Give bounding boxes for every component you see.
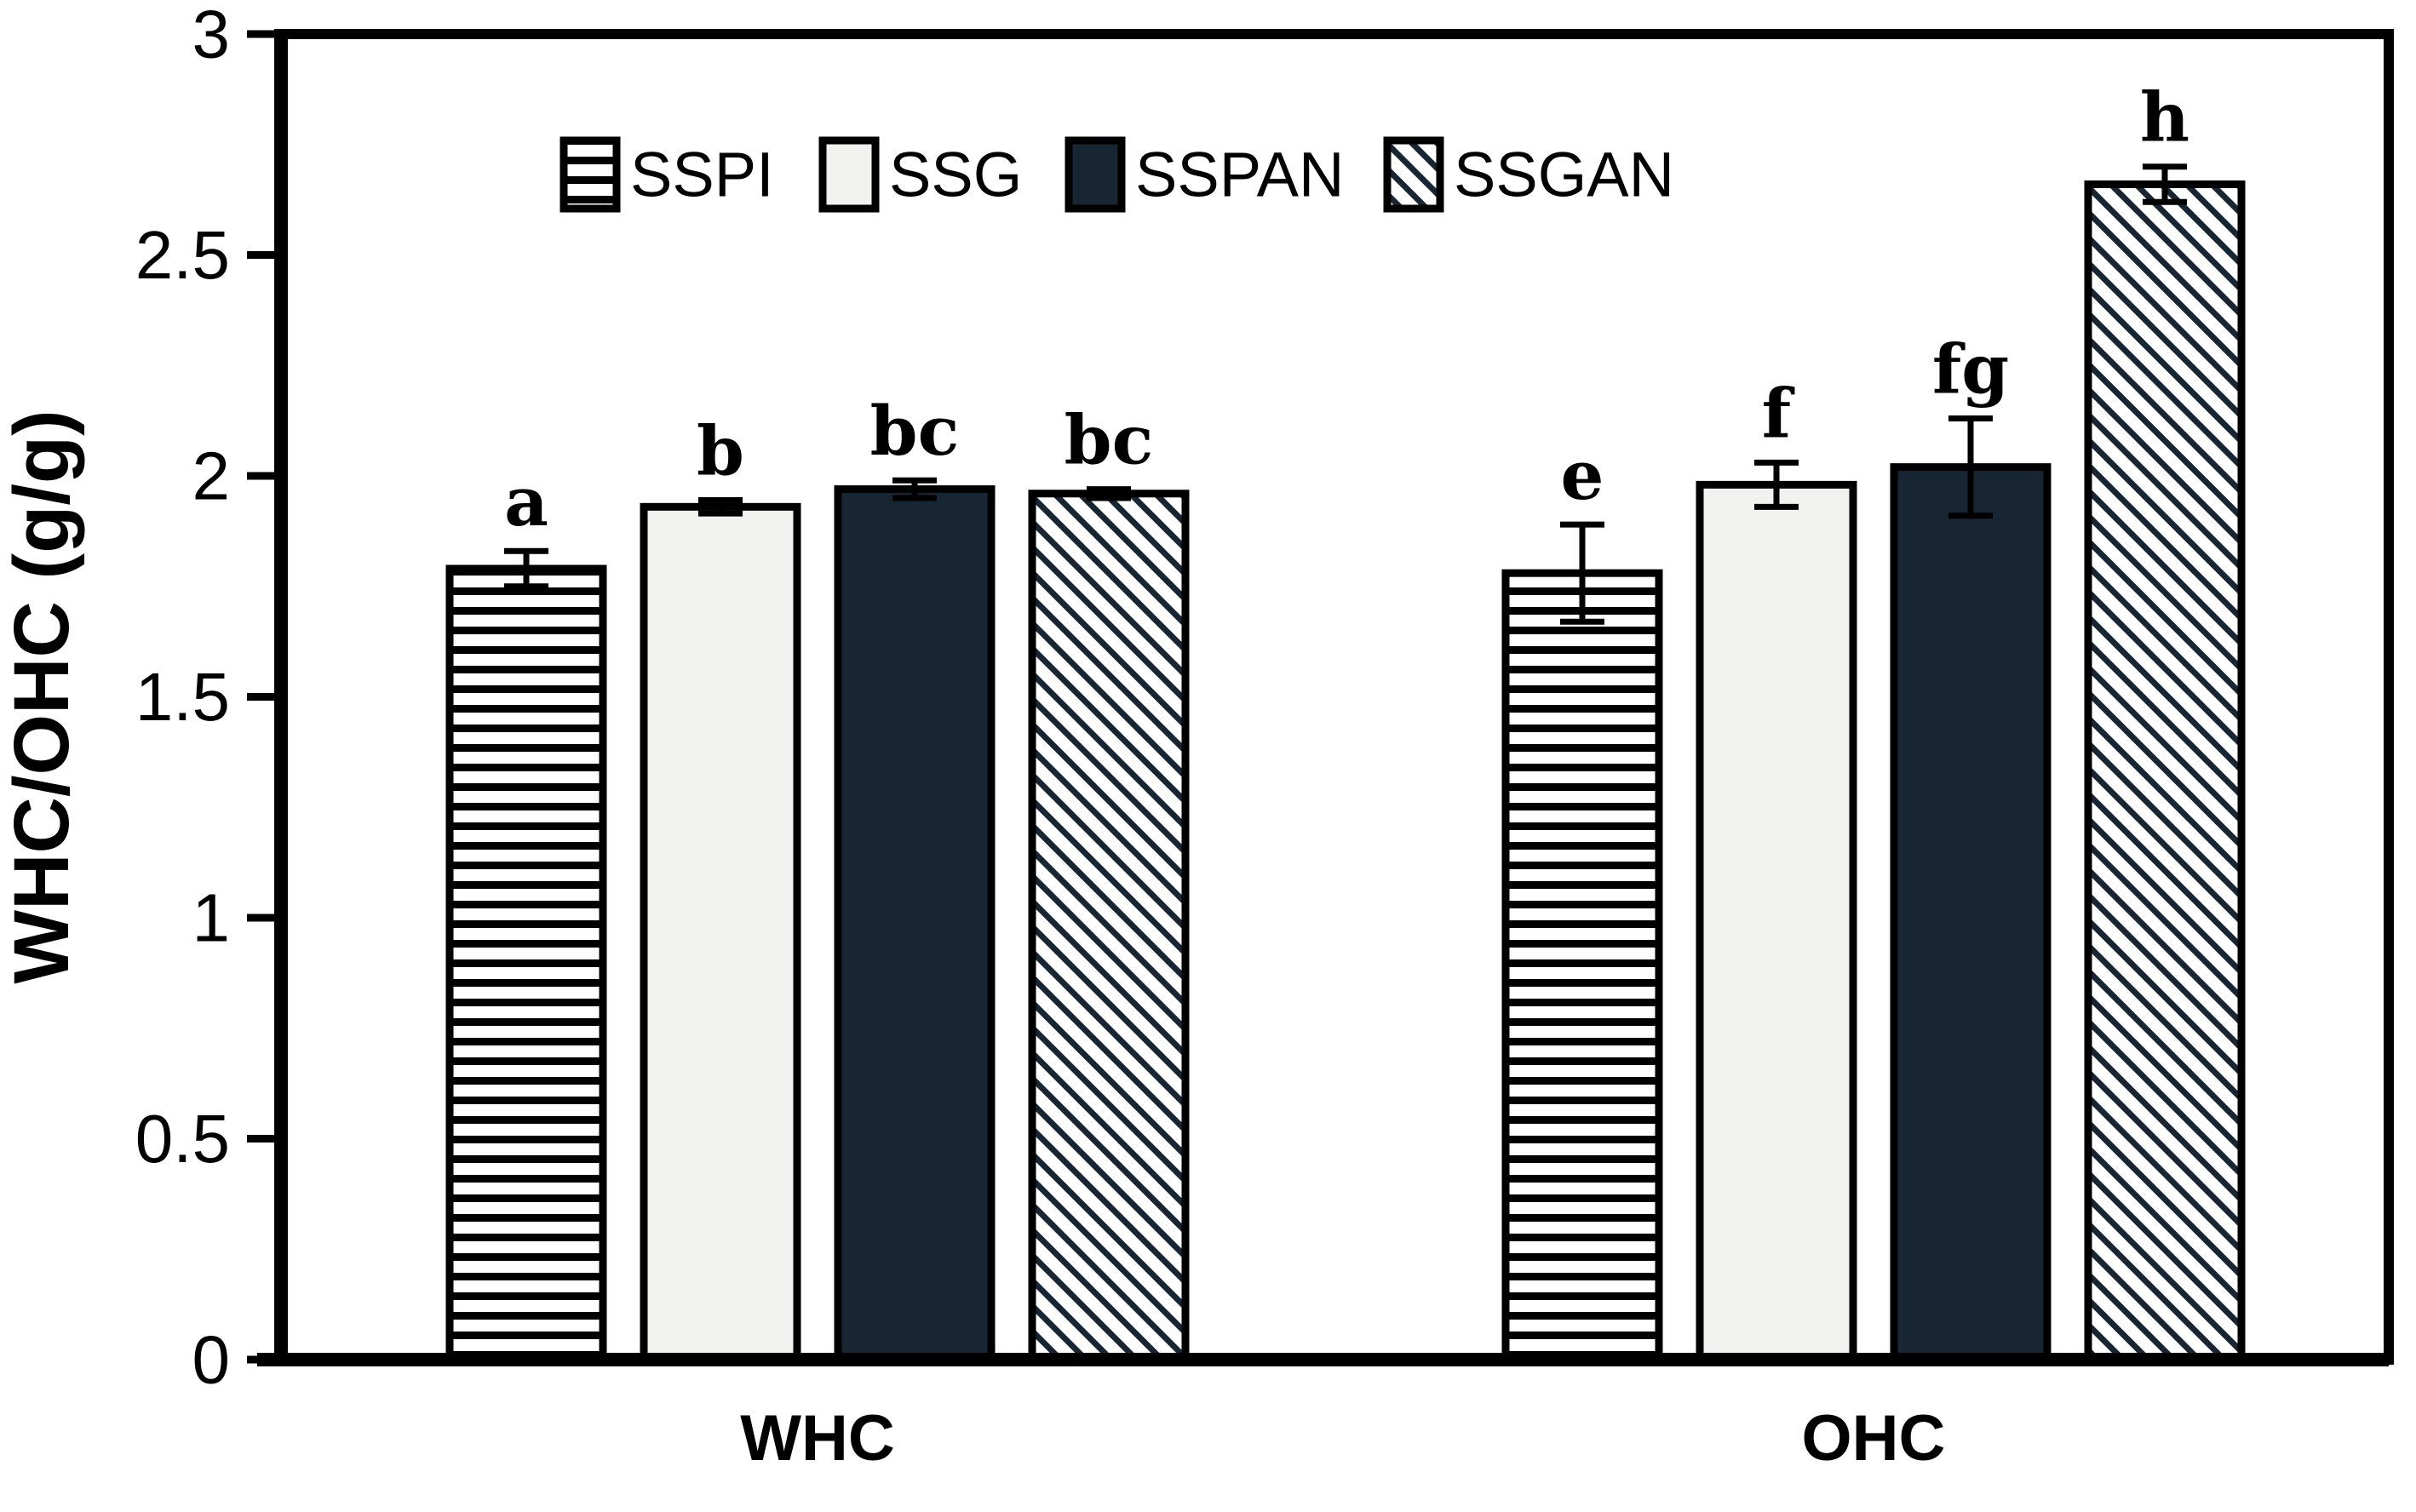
- error-bar-WHC-SSG: [698, 497, 743, 517]
- bar-OHC-SSPAN: [1890, 463, 2052, 1364]
- bar-WHC-SSPI: [445, 564, 607, 1364]
- y-tick-label-1: 0.5: [135, 1101, 230, 1177]
- error-bar-OHC-SSPAN: [1948, 415, 1993, 519]
- legend-item-SSGAN: SSGAN: [1383, 136, 1674, 213]
- error-bar-OHC-SSGAN: [2143, 163, 2187, 205]
- legend-swatch-SSPAN: [1065, 136, 1126, 213]
- bar-WHC-SSG: [640, 502, 801, 1364]
- error-bar-WHC-SSGAN: [1087, 486, 1131, 501]
- sig-letter-OHC-SSPI: e: [1561, 435, 1604, 515]
- bar-WHC-SSGAN: [1028, 490, 1190, 1364]
- sig-letter-WHC-SSPI: a: [504, 461, 548, 541]
- legend-item-SSPAN: SSPAN: [1065, 136, 1344, 213]
- legend-swatch-SSPI: [560, 136, 621, 213]
- y-tick-label-2: 1: [192, 880, 231, 956]
- legend-item-SSPI: SSPI: [560, 136, 774, 213]
- x-category-label-WHC: WHC: [740, 1402, 895, 1475]
- legend-label-SSPI: SSPI: [630, 140, 774, 210]
- y-tick-label-0: 0: [192, 1322, 231, 1398]
- x-category-label-OHC: OHC: [1802, 1402, 1946, 1475]
- bar-OHC-SSG: [1696, 480, 1857, 1364]
- sig-letter-OHC-SSG: f: [1762, 373, 1795, 453]
- legend-label-SSGAN: SSGAN: [1454, 140, 1674, 210]
- sig-letter-OHC-SSPAN: fg: [1932, 329, 2009, 410]
- y-tick-label-5: 2.5: [135, 217, 230, 293]
- error-bar-WHC-SSPAN: [892, 477, 937, 501]
- y-axis-title: WHC/OHC (g/g): [0, 410, 85, 984]
- legend-swatch-SSG: [818, 136, 880, 213]
- y-tick-label-3: 1.5: [135, 659, 230, 735]
- sig-letter-OHC-SSGAN: h: [2140, 77, 2189, 158]
- bar-WHC-SSPAN: [834, 485, 996, 1364]
- sig-letter-WHC-SSGAN: bc: [1065, 400, 1154, 480]
- legend-label-SSG: SSG: [889, 140, 1022, 210]
- legend-item-SSG: SSG: [818, 136, 1022, 213]
- error-bar-WHC-SSPI: [504, 547, 548, 590]
- sig-letter-WHC-SSPAN: bc: [870, 391, 960, 471]
- bar-OHC-SSGAN: [2084, 180, 2246, 1364]
- y-tick-label-4: 2: [192, 438, 231, 514]
- bar-OHC-SSPI: [1501, 569, 1663, 1364]
- y-tick-label-6: 3: [192, 0, 231, 72]
- sig-letter-WHC-SSG: b: [697, 411, 744, 491]
- error-bar-OHC-SSPI: [1560, 521, 1604, 625]
- legend-swatch-SSGAN: [1383, 136, 1444, 213]
- error-bar-OHC-SSG: [1754, 459, 1799, 510]
- legend-label-SSPAN: SSPAN: [1135, 140, 1344, 210]
